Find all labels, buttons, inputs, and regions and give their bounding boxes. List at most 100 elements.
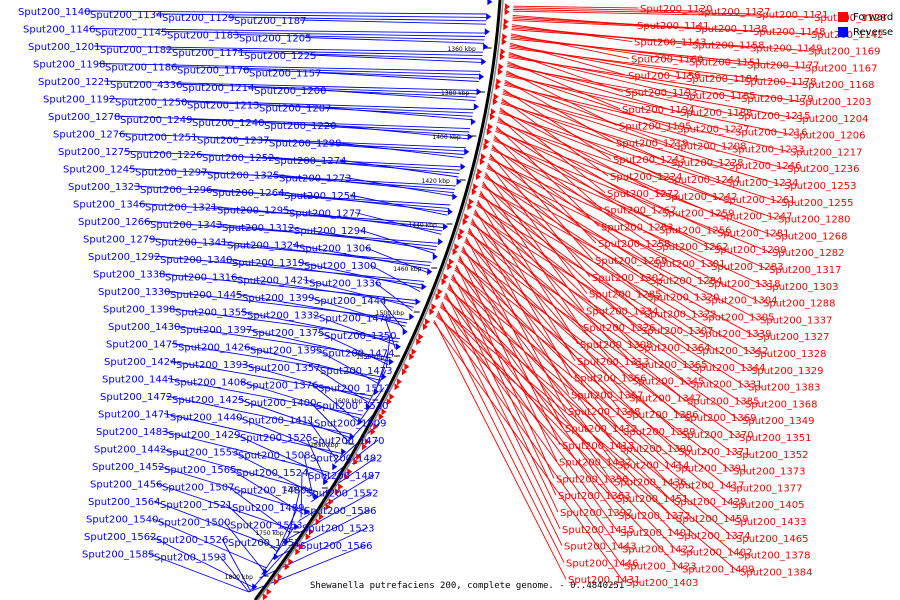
reverse-gene-label: Sput200_1472 (100, 392, 173, 403)
reverse-gene-label: Sput200_1157 (249, 69, 322, 80)
forward-connector (495, 130, 774, 236)
forward-feature-arrow (362, 443, 368, 451)
forward-gene-label: Sput200_1403 (626, 578, 699, 589)
forward-feature-arrow (409, 353, 415, 361)
forward-gene-label: Sput200_1446 (566, 558, 639, 569)
reverse-connector (245, 328, 390, 362)
reverse-feature-arrow (284, 538, 290, 546)
forward-connector (464, 240, 680, 435)
forward-connector (499, 112, 780, 203)
reverse-feature-arrow (427, 268, 433, 276)
forward-feature-arrow (305, 533, 311, 541)
forward-connector (441, 301, 563, 546)
forward-connector (439, 306, 737, 555)
forward-feature-arrow (502, 33, 508, 41)
forward-feature-arrow (431, 303, 437, 311)
forward-feature-arrow (437, 288, 443, 296)
forward-gene-label: Sput200_1344 (693, 363, 766, 374)
reverse-gene-label: Sput200_1400 (244, 398, 317, 409)
reverse-connector (157, 465, 306, 512)
reverse-connector (305, 436, 326, 480)
forward-gene-label: Sput200_1219 (616, 138, 689, 149)
reverse-gene-label: Sput200_1441 (102, 375, 175, 386)
reverse-connector (175, 83, 477, 95)
reverse-gene-label: Sput200_1442 (94, 445, 167, 456)
reverse-connector (329, 124, 468, 140)
reverse-connector (165, 48, 483, 57)
forward-gene-label: Sput200_1383 (748, 383, 821, 394)
scale-label: 1600 kbp (334, 398, 362, 405)
scale-label: 1400 kbp (432, 134, 460, 141)
reverse-gene-label: Sput200_1323 (68, 182, 141, 193)
forward-connector (450, 278, 731, 505)
reverse-connector (339, 159, 459, 178)
forward-gene-label: Sput200_1167 (805, 63, 878, 74)
reverse-gene-label: Sput200_1297 (135, 168, 208, 179)
forward-gene-label: Sput200_1451 (616, 494, 689, 505)
forward-connector (506, 66, 795, 119)
reverse-gene-label: Sput200_1395 (250, 346, 323, 357)
legend: Forward Reverse (838, 10, 898, 39)
reverse-gene-label: Sput200_1523 (302, 524, 375, 535)
legend-forward: Forward (838, 10, 898, 24)
reverse-connector (158, 273, 417, 301)
reverse-gene-label: Sput200_1200 (254, 86, 327, 97)
forward-feature-arrow (462, 218, 468, 226)
reverse-gene-label: Sput200_1593 (154, 553, 227, 564)
forward-gene-label: Sput200_1283 (711, 262, 784, 273)
reverse-gene-label: Sput200_1251 (125, 133, 198, 144)
reverse-gene-label: Sput200_1250 (115, 98, 188, 109)
reverse-connector (272, 174, 455, 194)
reverse-gene-label: Sput200_1292 (88, 252, 161, 263)
forward-gene-label: Sput200_1305 (702, 312, 775, 323)
reverse-connector (210, 206, 444, 228)
forward-gene-label: Sput200_1303 (766, 282, 839, 293)
reverse-connector (311, 384, 359, 423)
forward-feature-arrow (277, 573, 283, 581)
forward-connector (458, 258, 674, 468)
reverse-connector (261, 524, 297, 575)
forward-gene-label: Sput200_1121 (756, 10, 829, 21)
reverse-gene-label: Sput200_1321 (145, 203, 218, 214)
reverse-gene-label: Sput200_1198 (33, 60, 106, 71)
reverse-connector (344, 177, 454, 197)
forward-connector (501, 101, 725, 183)
forward-feature-arrow (435, 293, 441, 301)
reverse-connector (230, 276, 416, 305)
forward-gene-label: Sput200_1193 (625, 88, 698, 99)
reverse-connector (248, 541, 295, 593)
reverse-gene-label: Sput200_1475 (106, 340, 179, 351)
reverse-connector (277, 191, 449, 213)
reverse-gene-label: Sput200_1205 (239, 34, 312, 45)
forward-connector (460, 251, 735, 455)
forward-gene-label: Sput200_1432 (559, 458, 632, 469)
reverse-connector (312, 314, 398, 346)
reverse-gene-label: Sput200_1325 (207, 171, 280, 182)
forward-gene-label: Sput200_1143 (634, 38, 707, 49)
reverse-connector (155, 483, 294, 531)
reverse-gene-label: Sput200_1183 (167, 31, 240, 42)
reverse-gene-label: Sput200_1340 (160, 255, 233, 266)
forward-gene-label: Sput200_1364 (638, 343, 711, 354)
reverse-gene-label: Sput200_1249 (120, 115, 193, 126)
reverse-connector (317, 331, 389, 366)
reverse-connector (171, 343, 383, 378)
reverse-connector (113, 115, 471, 130)
forward-connector (510, 35, 688, 62)
reverse-gene-label: Sput200_1201 (28, 42, 101, 53)
forward-connector (502, 92, 728, 166)
reverse-feature-arrow (313, 493, 319, 501)
reverse-connector (227, 486, 291, 534)
reverse-feature-arrow (487, 0, 493, 6)
forward-gene-label: Sput200_1348 (568, 407, 641, 418)
reverse-connector (299, 19, 487, 25)
forward-feature-arrow (479, 158, 485, 166)
forward-feature-arrow (364, 438, 370, 446)
forward-connector (467, 232, 741, 421)
forward-gene-label: Sput200_1409 (682, 564, 755, 575)
forward-gene-label: Sput200_1224 (610, 172, 683, 183)
forward-connector (500, 103, 783, 186)
reverse-feature-arrow (473, 103, 479, 111)
reverse-connector (223, 521, 265, 572)
forward-feature-arrow (309, 528, 315, 536)
